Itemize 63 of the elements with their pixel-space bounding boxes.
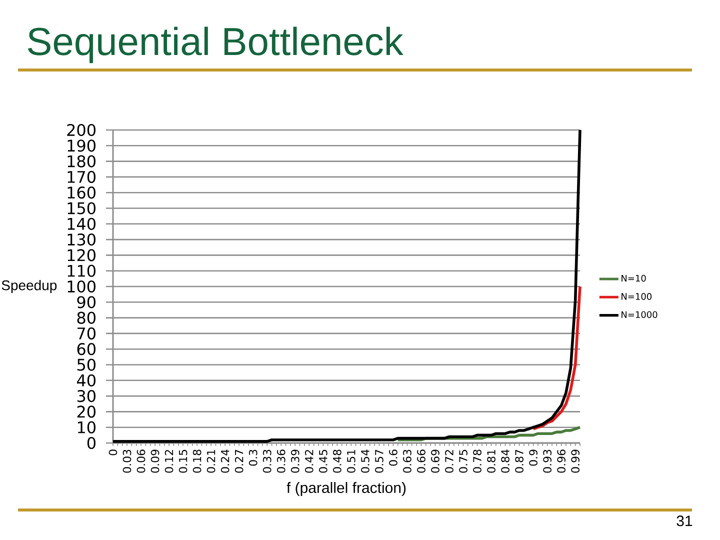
x-tick-label: 0.39 — [290, 450, 300, 473]
y-tick-label: 120 — [68, 249, 96, 262]
y-tick-label: 190 — [68, 140, 96, 152]
y-tick-label: 80 — [77, 312, 96, 324]
x-tick-label: 0.66 — [417, 450, 426, 473]
x-tick-label: 0.09 — [150, 450, 160, 473]
x-tick-label: 0.81 — [487, 450, 496, 473]
x-tick-label: 0.21 — [206, 450, 216, 473]
y-tick-label: 40 — [76, 374, 96, 386]
x-tick-label: 0.69 — [431, 450, 440, 473]
line-series — [532, 285, 582, 430]
legend-label: N=100 — [622, 293, 652, 300]
x-tick-label: 0.78 — [473, 450, 482, 473]
x-tick-label: 0.15 — [178, 450, 188, 473]
y-tick-label: 70 — [78, 327, 96, 340]
x-tick-label: 0.93 — [543, 450, 552, 473]
x-tick-label: 0.96 — [557, 450, 566, 473]
y-tick-label: 140 — [68, 218, 96, 230]
legend-label: N=1000 — [622, 311, 658, 318]
y-tick-label: 160 — [68, 186, 96, 199]
x-tick-label: 0.45 — [318, 450, 328, 473]
y-tick-label: 200 — [67, 124, 96, 136]
x-tick-label: 0.6 — [389, 450, 398, 466]
y-tick-label: 20 — [77, 406, 96, 418]
legend-label: N=10 — [622, 274, 646, 282]
x-tick-label: 0.27 — [234, 450, 244, 473]
x-tick-label: 0.18 — [192, 450, 202, 473]
x-tick-label: 0.24 — [220, 450, 230, 473]
x-tick-label: 0.9 — [529, 450, 538, 466]
y-tick-label: 110 — [68, 264, 96, 277]
y-tick-label: 90 — [77, 296, 96, 308]
y-tick-label: 60 — [77, 343, 96, 356]
x-tick-label: 0.03 — [122, 450, 132, 473]
x-tick-label: 0.54 — [361, 450, 370, 473]
x-tick-label: 0.36 — [276, 450, 286, 473]
y-tick-label: 30 — [77, 390, 96, 402]
x-tick-label: 0.12 — [164, 450, 174, 473]
x-tick-label: 0.33 — [262, 450, 272, 473]
y-tick-label: 50 — [77, 358, 96, 371]
x-tick-label: 0.3 — [248, 450, 258, 466]
x-tick-label: 0.72 — [445, 450, 454, 473]
x-tick-label: 0.42 — [304, 450, 314, 473]
x-tick-label: 0.87 — [515, 450, 524, 473]
y-tick-label: 100 — [68, 280, 96, 293]
y-tick-label: 170 — [68, 170, 96, 184]
y-axis-title: Speedup — [2, 280, 57, 294]
x-tick-label: 0.48 — [332, 450, 342, 473]
x-tick-label: 0.63 — [403, 450, 412, 473]
x-tick-label: 0.06 — [136, 450, 146, 473]
x-tick-label: 0.57 — [375, 450, 384, 473]
x-tick-label: 0.75 — [459, 450, 468, 473]
y-tick-label: 180 — [68, 155, 96, 168]
y-tick-label: 130 — [68, 234, 96, 246]
x-tick-label: 0.84 — [501, 450, 510, 473]
x-tick-label: 0.99 — [571, 450, 580, 473]
x-tick-label: 0 — [108, 450, 118, 456]
x-axis-title: f (parallel fraction) — [286, 482, 406, 496]
y-tick-label: 0 — [87, 436, 96, 450]
chart-title: Sequential Bottleneck — [28, 26, 404, 64]
y-tick-label: 10 — [78, 421, 96, 434]
text: 31 — [676, 516, 692, 526]
x-tick-label: 0.51 — [347, 450, 356, 473]
y-tick-label: 150 — [68, 202, 96, 214]
